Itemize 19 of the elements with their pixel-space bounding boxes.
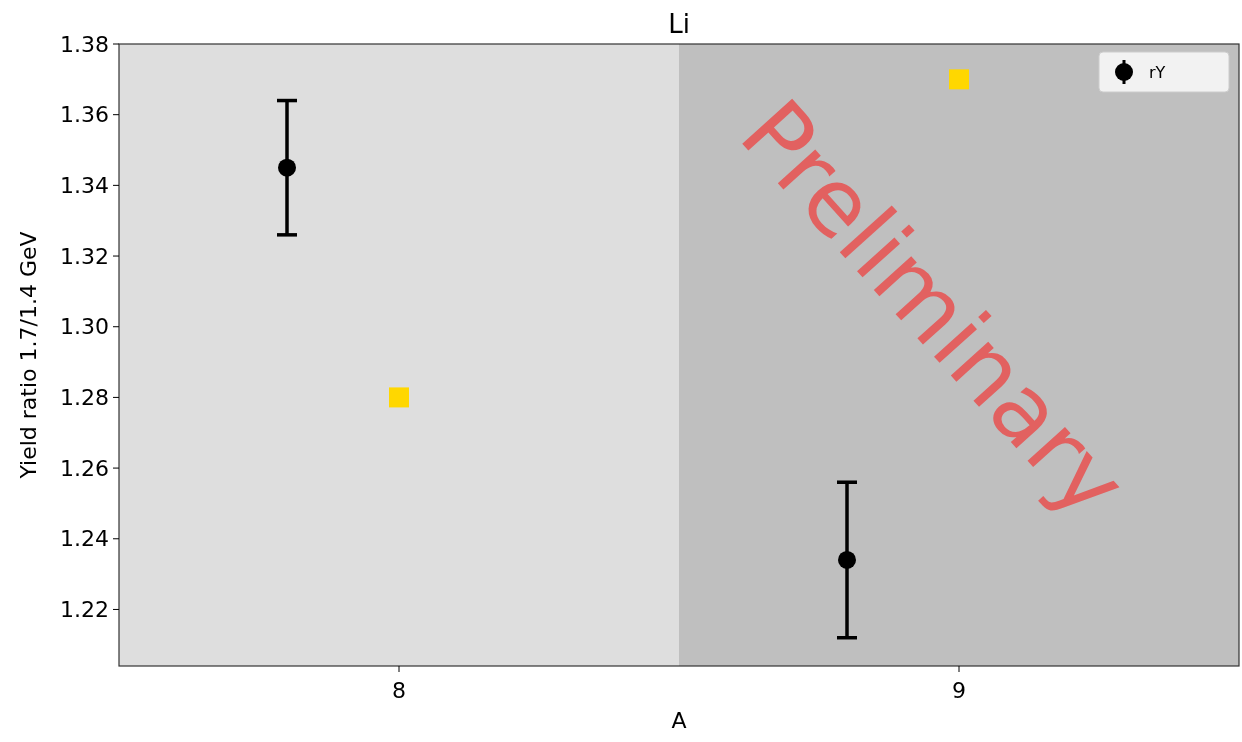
y-axis-title: Yield ratio 1.7/1.4 GeV: [16, 231, 41, 480]
y-tick-label: 1.38: [60, 31, 109, 57]
point: [389, 387, 409, 408]
legend-label: rY: [1149, 62, 1166, 82]
x-axis-title: A: [671, 708, 687, 733]
chart-title: Li: [668, 9, 690, 39]
y-tick-label: 1.32: [60, 243, 109, 269]
point: [278, 158, 296, 177]
y-tick-label: 1.30: [60, 314, 109, 340]
point: [838, 550, 856, 569]
y-tick-label: 1.22: [60, 597, 109, 623]
y-tick-label: 1.34: [60, 173, 109, 199]
y-tick-label: 1.28: [60, 385, 109, 411]
y-tick-label: 1.24: [60, 526, 109, 552]
x-tick-label: 9: [952, 678, 966, 703]
y-tick-label: 1.26: [60, 455, 109, 481]
y-tick-label: 1.36: [60, 102, 109, 128]
point: [949, 69, 969, 90]
x-tick-label: 8: [392, 678, 406, 703]
